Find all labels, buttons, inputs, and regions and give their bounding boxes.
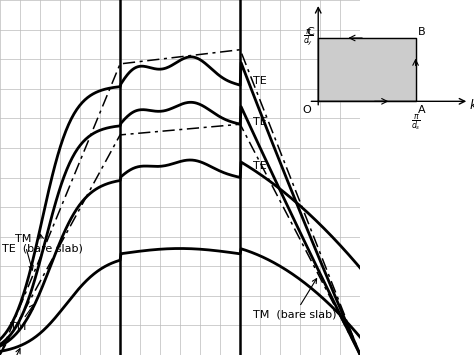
Text: $\frac{\pi}{d_s}$: $\frac{\pi}{d_s}$: [410, 113, 420, 133]
Text: C: C: [307, 27, 314, 37]
Text: TE  (bare slab): TE (bare slab): [2, 234, 83, 254]
Text: TE: TE: [254, 118, 267, 127]
Text: TE: TE: [254, 162, 267, 171]
Text: O: O: [302, 105, 311, 115]
Text: $k_x$: $k_x$: [469, 98, 474, 114]
Text: TM: TM: [9, 305, 34, 332]
Text: TE: TE: [254, 76, 267, 86]
Text: TM: TM: [1, 349, 20, 355]
Text: $\frac{\pi}{d_y}$: $\frac{\pi}{d_y}$: [303, 27, 313, 49]
Text: $k_y$: $k_y$: [328, 0, 343, 1]
Text: B: B: [418, 27, 425, 37]
Text: TM  (bare slab): TM (bare slab): [253, 279, 336, 320]
Polygon shape: [318, 38, 416, 101]
Text: A: A: [418, 105, 425, 115]
Text: TM: TM: [15, 234, 33, 270]
